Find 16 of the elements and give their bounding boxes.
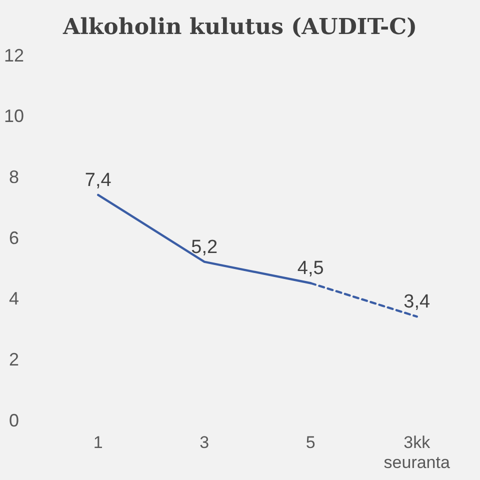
data-label: 7,4	[84, 170, 112, 191]
data-label: 5,2	[191, 236, 218, 258]
x-tick-label: 3	[200, 433, 210, 452]
y-tick-label: 12	[4, 45, 24, 66]
y-tick-label: 4	[8, 288, 20, 309]
x-tick-label: 5	[306, 433, 316, 452]
data-label: 3,4	[404, 292, 431, 313]
y-tick-label: 10	[4, 106, 24, 126]
y-tick-label: 0	[8, 410, 20, 430]
y-tick-label: 2	[8, 349, 20, 370]
x-tick-label: 1	[93, 433, 103, 452]
x-tick-label: 3kk seuranta	[384, 433, 450, 472]
data-label: 4,5	[297, 258, 324, 280]
y-tick-label: 6	[8, 228, 20, 248]
y-tick-label: 8	[8, 166, 20, 187]
chart-title: Alkoholin kulutus (AUDIT-C)	[62, 14, 417, 40]
